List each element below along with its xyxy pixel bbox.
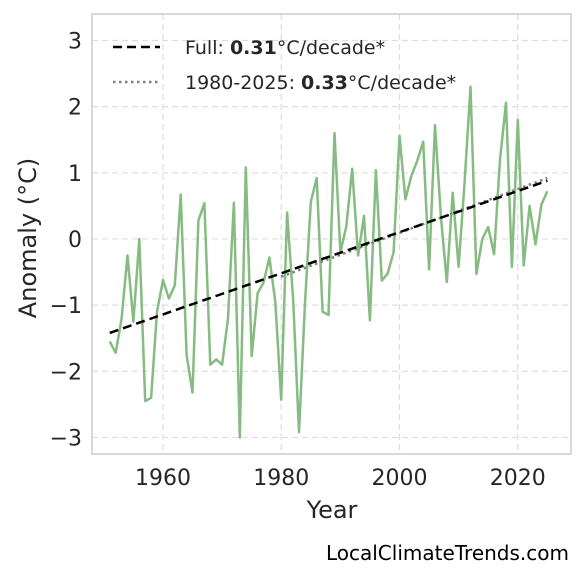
plot-frame — [91, 13, 572, 455]
y-tick-label: 0 — [68, 228, 82, 253]
x-tick-label: 2020 — [490, 466, 546, 491]
y-tick-label: −1 — [50, 294, 82, 319]
legend-entry-recent: 1980-2025: 0.33°C/decade* — [185, 72, 456, 94]
legend: Full: 0.31°C/decade* 1980-2025: 0.33°C/d… — [113, 37, 456, 94]
legend-recent-unit: °C/decade* — [348, 72, 456, 94]
watermark: LocalClimateTrends.com — [326, 541, 569, 565]
grid-layer — [92, 14, 571, 454]
legend-full-rate: 0.31 — [230, 37, 277, 59]
y-tick-label: 1 — [68, 162, 82, 187]
legend-recent-rate: 0.33 — [301, 72, 348, 94]
y-tick-label: 2 — [68, 96, 82, 121]
y-tick-label: 3 — [68, 29, 82, 54]
y-tick-label: −3 — [50, 426, 82, 451]
legend-full-unit: °C/decade* — [277, 37, 385, 59]
x-tick-label: 1960 — [135, 466, 191, 491]
trend-line-full — [109, 179, 548, 335]
legend-full-prefix: Full: — [185, 37, 230, 59]
y-axis-label: Anomaly (°C) — [14, 158, 42, 318]
anomaly-series-line — [108, 85, 549, 439]
trend-line-1980-2025 — [280, 176, 548, 278]
y-tick-label: −2 — [50, 360, 82, 385]
x-tick-label: 2000 — [372, 466, 428, 491]
x-tick-label: 1980 — [253, 466, 309, 491]
tick-layer: 1960 1980 2000 2020 −3 −2 −1 0 1 2 3 — [50, 29, 546, 491]
data-layer — [108, 85, 549, 439]
x-axis-label: Year — [306, 496, 358, 524]
legend-recent-prefix: 1980-2025: — [185, 72, 301, 94]
legend-entry-full: Full: 0.31°C/decade* — [185, 37, 385, 59]
